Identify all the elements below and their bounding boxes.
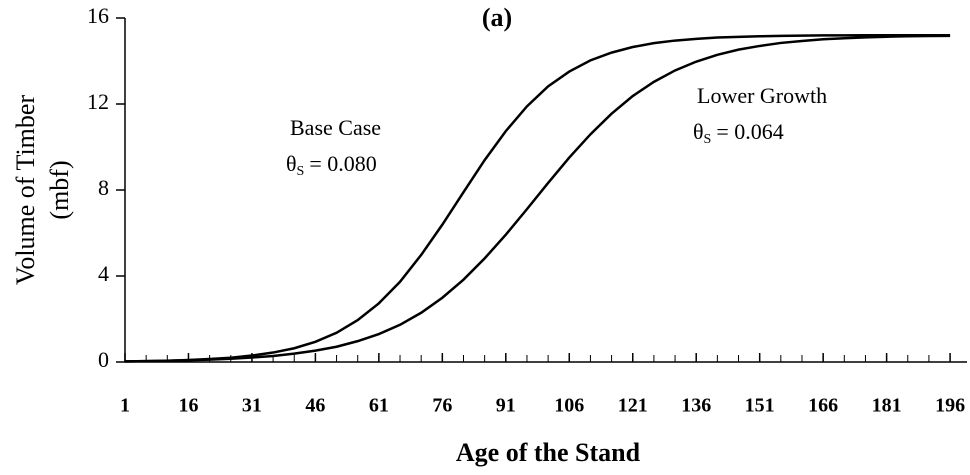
line-series	[124, 34, 951, 363]
x-tick-label: 121	[618, 395, 648, 417]
x-tick-label: 1	[120, 395, 130, 417]
x-tick-label: 16	[178, 395, 198, 417]
x-tick-label: 136	[681, 395, 711, 417]
series-label: Base Case	[290, 115, 381, 140]
x-tick-label: 76	[432, 395, 452, 417]
annotation-symbol: θ	[286, 151, 297, 176]
annotation: θS = 0.064	[693, 119, 784, 147]
x-tick-label: 181	[872, 395, 902, 417]
annotation-subscript: S	[704, 132, 712, 147]
annotation-subscript: S	[297, 164, 305, 179]
x-tick-label: 46	[305, 395, 325, 417]
y-tick-label: 8	[98, 175, 109, 200]
x-tick-label: 91	[496, 395, 516, 417]
annotation: θS = 0.080	[286, 151, 377, 179]
y-axis-label: Volume of Timber	[11, 95, 40, 286]
x-tick-label: 61	[369, 395, 389, 417]
y-tick-label: 12	[87, 89, 109, 114]
y-tick-label: 4	[98, 261, 109, 286]
x-tick-label: 31	[242, 395, 262, 417]
chart-title: (a)	[482, 3, 512, 32]
x-tick-label: 151	[745, 395, 775, 417]
annotation-text: = 0.064	[716, 119, 783, 144]
x-tick-label: 166	[808, 395, 838, 417]
annotation-text: = 0.080	[309, 151, 376, 176]
annotation-symbol: θ	[693, 119, 704, 144]
y-axis-label: (mbf)	[45, 160, 74, 219]
y-tick-label: 0	[98, 347, 109, 372]
x-tick-label: 106	[554, 395, 584, 417]
y-tick-label: 16	[87, 3, 109, 28]
line-series	[124, 33, 951, 363]
series-label: Lower Growth	[697, 83, 827, 108]
x-tick-label: 196	[935, 395, 965, 417]
x-axis-label: Age of the Stand	[456, 438, 641, 467]
